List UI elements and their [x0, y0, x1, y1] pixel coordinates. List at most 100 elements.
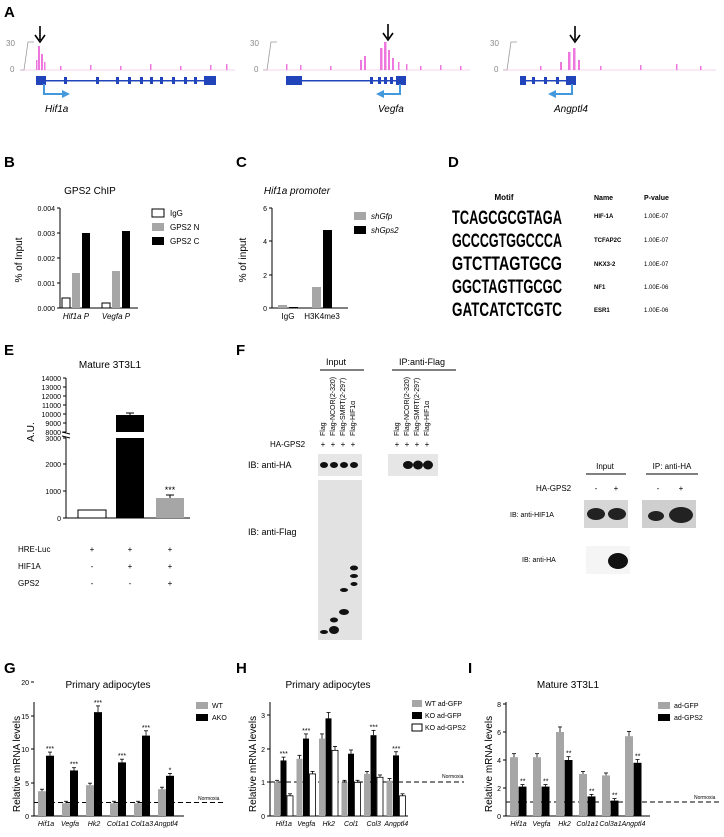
f-plus: + — [614, 484, 619, 493]
c-bar-shgfp-h3k4me3 — [312, 287, 321, 308]
panel-label-a: A — [4, 4, 15, 21]
g-ytick-0: 0 — [25, 814, 29, 821]
f-plus: + — [321, 440, 326, 449]
f-lane-5: Flag-NCOR(2-320) — [404, 377, 411, 436]
gene-name-hif1a: Hif1a — [45, 104, 69, 115]
e-ylabel: A.U. — [26, 422, 37, 441]
panel-g-chart: Primary adipocytes Relative mRNA levels … — [12, 680, 227, 828]
category-label: Col1 — [344, 821, 359, 828]
bar-hif1a-1 — [518, 786, 527, 816]
g-legend-0: WT — [212, 703, 224, 710]
category-label: Angptl4 — [153, 821, 178, 828]
g-ytick-2: 10 — [21, 747, 29, 754]
e-ytick-u0: 8000 — [45, 430, 61, 437]
category-label: Hk2 — [323, 821, 336, 828]
e-ytick-u4: 12000 — [42, 394, 62, 401]
bar-hif1a-0 — [38, 791, 46, 816]
c-bar-shgps2-igg — [289, 307, 298, 308]
f-lane-6: Flag-SMRT(2-297) — [414, 378, 421, 436]
bar-hif1a-0 — [510, 757, 518, 816]
bar-angptl4-0 — [158, 789, 166, 816]
e-ytick-u1: 9000 — [45, 421, 61, 428]
category-label: Vegfa — [297, 821, 315, 828]
bar-col3-1 — [370, 735, 377, 816]
c-cat-1: H3K4me3 — [304, 312, 340, 321]
c-cat-0: IgG — [282, 312, 295, 321]
bar-vegfa-1 — [541, 786, 550, 816]
g-ytick-4: 20 — [21, 680, 29, 687]
b-yticks: 0.000 0.001 0.002 0.003 0.004 — [37, 206, 60, 313]
f-ib-ha-label-2: IB: anti-HA — [522, 557, 556, 564]
d-header-pvalue: P-value — [644, 195, 669, 202]
d-row-1: GCCCGTGGCCCA TCFAP2C 1.00E-07 — [452, 231, 669, 252]
category-label: Vegfa — [532, 821, 550, 828]
e-ytick-u3: 11000 — [42, 403, 61, 410]
h-ylabel: Relative mRNA levels — [248, 716, 259, 812]
b-ytick-1: 0.001 — [37, 281, 55, 288]
f-bands-input-ha — [320, 462, 358, 468]
e-row-label-0: HRE-Luc — [18, 545, 50, 554]
i-ytick-4: 8 — [497, 702, 501, 709]
e-sign: + — [168, 562, 173, 571]
sig-label: ** — [589, 788, 595, 795]
sig-label: *** — [118, 753, 126, 760]
h-ytick-3: 3 — [261, 713, 265, 720]
bar-vegfa-1 — [303, 738, 309, 816]
f-blot-input-flag — [318, 480, 362, 640]
d-p-1: 1.00E-07 — [644, 238, 669, 244]
b-legend: IgG GPS2 N GPS2 C — [151, 208, 200, 246]
scale-bottom-2: 0 — [254, 65, 259, 74]
panel-label-h: H — [236, 660, 247, 677]
e-sign: + — [168, 579, 173, 588]
bar-hif1a-1 — [280, 760, 287, 816]
i-legend-1: ad-GPS2 — [674, 715, 703, 722]
bar-angptl4-1 — [166, 775, 174, 816]
i-legend-0: ad-GFP — [674, 703, 699, 710]
i-legend: ad-GFP ad-GPS2 — [658, 702, 703, 722]
panel-h-chart: Primary adipocytes Relative mRNA levels … — [248, 680, 466, 828]
category-label: Vegfa — [61, 821, 79, 828]
e-bar-1-lower — [116, 438, 144, 518]
e-sign: + — [128, 562, 133, 571]
sig-label: *** — [46, 746, 54, 753]
g-ylabel: Relative mRNA levels — [12, 716, 23, 812]
b-bar-igg-hif1a — [61, 297, 71, 309]
bar-hif1a-1 — [46, 755, 54, 816]
sig-label: *** — [70, 762, 78, 769]
gene-model-2 — [286, 76, 406, 85]
d-p-3: 1.00E-06 — [644, 285, 669, 291]
panel-label-b: B — [4, 154, 15, 171]
d-row-2: GTCTTAGTGCG NKX3-2 1.00E-07 — [452, 254, 669, 275]
category-label: Col1a1 — [107, 821, 129, 828]
e-sign: - — [91, 579, 94, 588]
f-plus: + — [331, 440, 336, 449]
e-ytick-l0: 0 — [57, 516, 61, 523]
bar-vegfa-0 — [533, 757, 541, 816]
h-title: Primary adipocytes — [285, 680, 370, 691]
gene-model-3 — [520, 76, 576, 85]
category-label: Hif1a — [38, 821, 54, 828]
b-ytick-3: 0.003 — [37, 231, 55, 238]
panel-i-chart: Mature 3T3L1 Relative mRNA levels Normox… — [484, 680, 720, 828]
track-vegfa: 30 0 Vegfa — [250, 24, 470, 115]
bar-col3-2 — [376, 776, 384, 817]
f-lane-2: Flag-SMRT(2-297) — [340, 378, 347, 436]
e-row-label-1: HIF1A — [18, 562, 41, 571]
e-sign: - — [129, 579, 132, 588]
category-label: Hif1a — [510, 821, 526, 828]
f-bands-input-flag — [320, 565, 358, 634]
e-sign: - — [91, 562, 94, 571]
e-sign: + — [168, 545, 173, 554]
category-label: Col1a1 — [576, 821, 598, 828]
category-label: Hk2 — [88, 821, 101, 828]
sig-label: *** — [94, 700, 102, 707]
b-ytick-2: 0.002 — [37, 256, 55, 263]
f-lane-4: Flag — [394, 422, 401, 436]
category-label: Angptl4 — [383, 821, 408, 828]
e-sig: *** — [165, 485, 176, 495]
d-row-3: GGCTAGTTGCGC NF1 1.00E-06 — [452, 277, 669, 298]
bar-col3a1-0 — [602, 775, 610, 816]
e-bar-0 — [77, 509, 107, 519]
e-ytick-l2: 2000 — [45, 462, 61, 469]
f-ib-ha-label: IB: anti-HA — [248, 460, 292, 470]
